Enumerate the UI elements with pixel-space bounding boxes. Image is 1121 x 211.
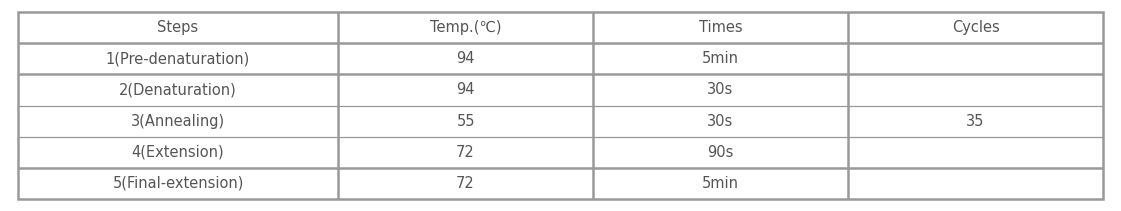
Text: 55: 55 <box>456 114 475 128</box>
Text: 3(Annealing): 3(Annealing) <box>131 114 225 128</box>
Text: 72: 72 <box>456 176 475 191</box>
Text: 1(Pre-denaturation): 1(Pre-denaturation) <box>105 51 250 66</box>
Text: 35: 35 <box>966 114 984 128</box>
Bar <box>18 12 1103 199</box>
Text: Steps: Steps <box>157 20 198 35</box>
Text: 94: 94 <box>456 51 475 66</box>
Text: 30s: 30s <box>707 83 733 97</box>
Text: 2(Denaturation): 2(Denaturation) <box>119 83 237 97</box>
Text: 5min: 5min <box>702 176 739 191</box>
Text: 5(Final-extension): 5(Final-extension) <box>112 176 243 191</box>
Text: 94: 94 <box>456 83 475 97</box>
Text: 4(Extension): 4(Extension) <box>132 145 224 160</box>
Text: 72: 72 <box>456 145 475 160</box>
Text: 5min: 5min <box>702 51 739 66</box>
Text: 30s: 30s <box>707 114 733 128</box>
Text: Times: Times <box>698 20 742 35</box>
Text: Temp.(℃): Temp.(℃) <box>429 20 501 35</box>
Text: Cycles: Cycles <box>952 20 1000 35</box>
Text: 90s: 90s <box>707 145 734 160</box>
